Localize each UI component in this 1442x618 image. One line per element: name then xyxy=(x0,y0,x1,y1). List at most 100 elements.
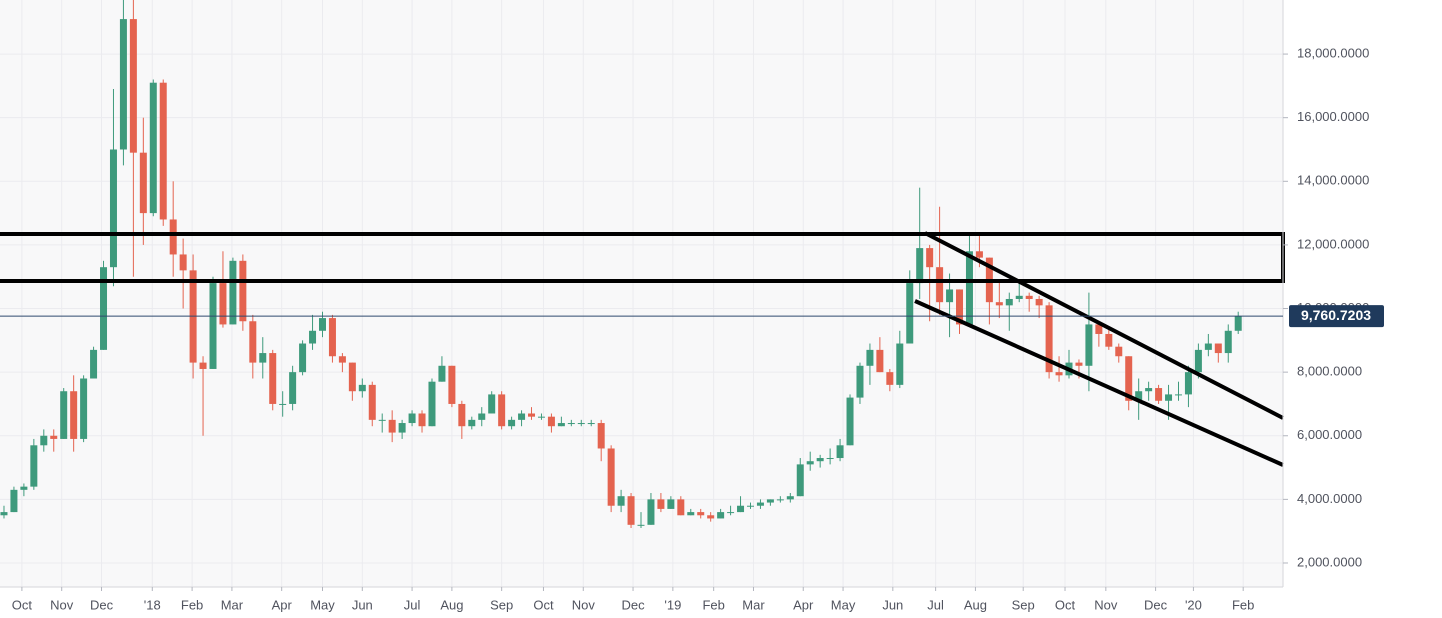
candle-body xyxy=(378,419,386,421)
x-tick-label: '19 xyxy=(664,597,681,612)
candle-body xyxy=(1055,372,1063,376)
grid xyxy=(0,0,1283,587)
candle-body xyxy=(995,302,1003,306)
candle-body xyxy=(1155,388,1163,401)
candle-body xyxy=(926,248,934,268)
x-tick-label: Oct xyxy=(1055,597,1076,612)
candle-body xyxy=(259,353,267,363)
candle-body xyxy=(1204,343,1212,350)
candle-body xyxy=(139,152,147,214)
candle-body xyxy=(766,499,774,503)
candle-body xyxy=(338,356,346,363)
candle-body xyxy=(1045,305,1053,373)
candle-body xyxy=(796,464,804,497)
candle-body xyxy=(677,499,685,516)
candle-body xyxy=(667,499,675,509)
candle-body xyxy=(756,502,764,506)
x-tick-label: Nov xyxy=(50,597,74,612)
x-tick-label: Sep xyxy=(490,597,513,612)
x-tick-label: Apr xyxy=(272,597,293,612)
candle-body xyxy=(1165,394,1173,401)
candle-body xyxy=(10,489,18,513)
candle-body xyxy=(0,512,8,516)
candle-body xyxy=(1035,298,1043,306)
candle-body xyxy=(438,365,446,382)
candle-body xyxy=(647,499,655,525)
candle-body xyxy=(309,330,317,344)
candle-body xyxy=(1224,330,1232,354)
candle-body xyxy=(239,260,247,322)
candle-body xyxy=(597,423,605,449)
candle-body xyxy=(318,318,326,331)
last-price-box xyxy=(1289,305,1384,328)
y-tick-label: 6,000.0000 xyxy=(1297,427,1362,442)
candles xyxy=(0,0,1242,528)
candle-body xyxy=(269,353,277,404)
candle-body xyxy=(1015,295,1023,299)
x-tick-label: Jul xyxy=(927,597,944,612)
candle-body xyxy=(1125,356,1133,401)
candle-body xyxy=(149,82,157,214)
y-tick-label: 4,000.0000 xyxy=(1297,491,1362,506)
channel-upper xyxy=(924,231,1284,420)
x-tick-label: May xyxy=(310,597,335,612)
x-tick-label: Sep xyxy=(1012,597,1035,612)
candle-body xyxy=(328,318,336,357)
x-tick-label: Mar xyxy=(221,597,244,612)
candle-body xyxy=(1214,343,1222,354)
candle-body xyxy=(1234,316,1242,331)
candle-body xyxy=(468,419,476,427)
axes: 2,000.0000 4,000.0000 6,000.0000 8,000.0000… xyxy=(0,46,1384,612)
candle-body xyxy=(368,384,376,420)
candle-body xyxy=(129,19,137,153)
y-tick-label: 18,000.0000 xyxy=(1297,46,1369,61)
candle-body xyxy=(418,413,426,427)
candle-body xyxy=(637,524,645,526)
candle-body xyxy=(518,413,526,420)
candle-body xyxy=(846,397,854,446)
candle-body xyxy=(109,149,117,268)
candle-body xyxy=(946,289,954,303)
candle-body xyxy=(1174,394,1182,396)
candle-body xyxy=(60,391,68,439)
candle-body xyxy=(657,499,665,509)
x-tick-label: Oct xyxy=(12,597,33,612)
candle-body xyxy=(169,219,177,255)
candle-body xyxy=(737,505,745,513)
candle-body xyxy=(607,448,615,506)
candle-body xyxy=(159,82,167,220)
candle-body xyxy=(936,267,944,303)
candle-body xyxy=(448,365,456,404)
candle-body xyxy=(199,362,207,369)
candle-body xyxy=(916,248,924,284)
x-tick-label: Jul xyxy=(404,597,421,612)
x-tick-label: Dec xyxy=(90,597,114,612)
candle-body xyxy=(388,419,396,433)
candle-body xyxy=(1105,333,1113,347)
x-tick-label: Jun xyxy=(882,597,903,612)
x-tick-label: Dec xyxy=(1144,597,1168,612)
candle-body xyxy=(1115,346,1123,357)
candle-body xyxy=(557,423,565,427)
y-tick-label: 16,000.0000 xyxy=(1297,109,1369,124)
candle-body xyxy=(358,384,366,392)
x-tick-label: Nov xyxy=(1094,597,1118,612)
x-tick-label: Aug xyxy=(964,597,987,612)
candle-body xyxy=(80,378,88,439)
x-tick-label: '20 xyxy=(1185,597,1202,612)
candle-body xyxy=(1095,324,1103,334)
x-tick-label: '18 xyxy=(144,597,161,612)
candle-body xyxy=(856,365,864,398)
y-tick-label: 12,000.0000 xyxy=(1297,236,1369,251)
x-tick-label: Mar xyxy=(742,597,765,612)
candle-body xyxy=(1085,324,1093,366)
candle-body xyxy=(279,403,287,405)
candle-body xyxy=(408,413,416,424)
candle-body xyxy=(398,423,406,433)
candle-body xyxy=(547,416,555,427)
candle-body xyxy=(537,416,545,418)
candle-body xyxy=(816,458,824,462)
candle-body xyxy=(587,423,595,425)
candle-body xyxy=(826,458,834,460)
